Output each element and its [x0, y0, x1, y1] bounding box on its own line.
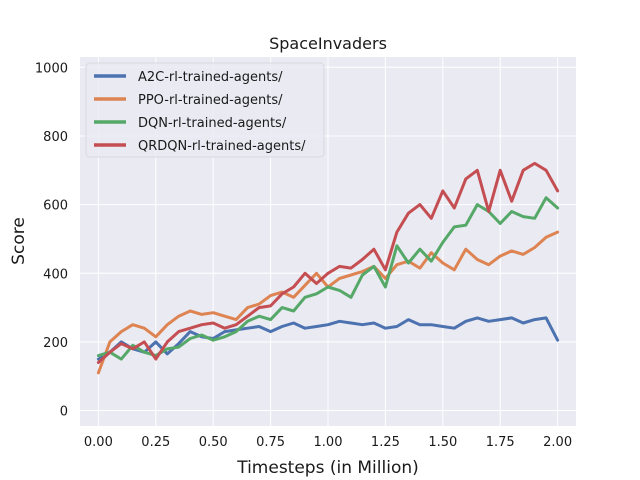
x-axis-ticks: 0.00 0.25 0.50 0.75 1.00 1.25 1.50 1.75 2.00 — [84, 435, 572, 450]
y-axis-label: Score — [9, 217, 29, 265]
legend-label-1: A2C-rl-trained-agents/ — [138, 70, 283, 85]
y-tick-label: 600 — [43, 199, 68, 214]
legend: A2C-rl-trained-agents/PPO-rl-trained-age… — [85, 62, 325, 158]
legend-label-4: QRDQN-rl-trained-agents/ — [138, 139, 306, 154]
y-tick-label: 200 — [43, 336, 68, 351]
x-tick-label: 0.50 — [199, 435, 228, 450]
x-tick-label: 2.00 — [543, 435, 572, 450]
series-line-3 — [96, 196, 560, 361]
x-tick-label: 1.25 — [371, 435, 400, 450]
legend-label-2: PPO-rl-trained-agents/ — [138, 93, 283, 108]
y-tick-label: 0 — [60, 405, 68, 420]
x-axis-label: Timesteps (in Million) — [236, 458, 419, 478]
series-layer — [96, 161, 560, 375]
y-tick-label: 800 — [43, 130, 68, 145]
x-tick-label: 1.75 — [486, 435, 515, 450]
series-line-4 — [96, 161, 560, 364]
legend-label-3: DQN-rl-trained-agents/ — [138, 116, 287, 131]
x-tick-label: 0.25 — [141, 435, 170, 450]
y-axis-ticks: 0 200 400 600 800 1000 — [35, 61, 68, 419]
x-tick-label: 0.00 — [84, 435, 113, 450]
legend-box — [85, 62, 325, 158]
y-tick-label: 1000 — [35, 61, 68, 76]
x-tick-label: 1.00 — [314, 435, 343, 450]
x-tick-label: 1.50 — [428, 435, 457, 450]
x-tick-label: 0.75 — [256, 435, 285, 450]
y-tick-label: 400 — [43, 267, 68, 282]
chart-title: SpaceInvaders — [269, 34, 387, 53]
